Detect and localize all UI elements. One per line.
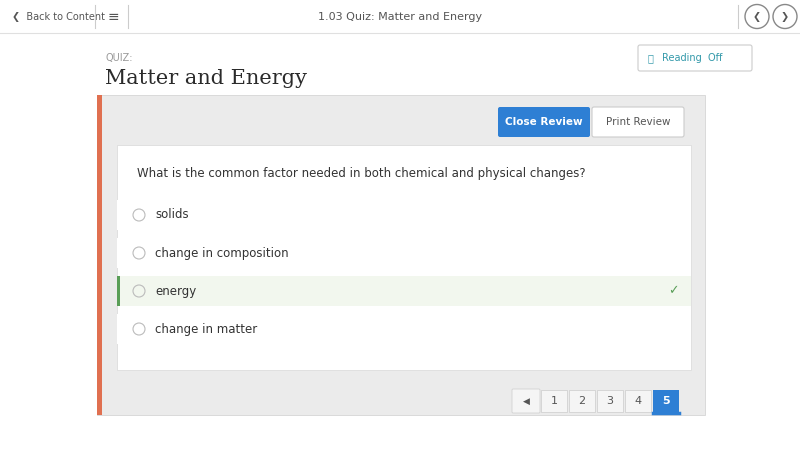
Text: 🎧: 🎧 — [648, 53, 654, 63]
FancyBboxPatch shape — [117, 200, 691, 230]
FancyBboxPatch shape — [0, 33, 800, 450]
FancyBboxPatch shape — [625, 390, 651, 412]
Text: solids: solids — [155, 208, 189, 221]
FancyBboxPatch shape — [592, 107, 684, 137]
Text: ❯: ❯ — [781, 12, 789, 22]
Text: Print Review: Print Review — [606, 117, 670, 127]
Text: change in matter: change in matter — [155, 323, 258, 336]
FancyBboxPatch shape — [117, 238, 691, 268]
Text: energy: energy — [155, 284, 196, 297]
Text: ≡: ≡ — [108, 9, 120, 23]
Text: 1: 1 — [550, 396, 558, 406]
Text: 1.03 Quiz: Matter and Energy: 1.03 Quiz: Matter and Energy — [318, 12, 482, 22]
FancyBboxPatch shape — [541, 390, 567, 412]
FancyBboxPatch shape — [638, 45, 752, 71]
FancyBboxPatch shape — [97, 95, 102, 415]
FancyBboxPatch shape — [569, 390, 595, 412]
FancyBboxPatch shape — [512, 389, 540, 413]
Text: 2: 2 — [578, 396, 586, 406]
FancyBboxPatch shape — [117, 314, 691, 344]
Text: ❮  Back to Content: ❮ Back to Content — [12, 12, 105, 22]
Text: change in composition: change in composition — [155, 247, 289, 260]
Text: ◀: ◀ — [522, 396, 530, 405]
Text: ❮: ❮ — [753, 12, 761, 22]
FancyBboxPatch shape — [117, 276, 691, 306]
FancyBboxPatch shape — [97, 95, 705, 415]
FancyBboxPatch shape — [653, 390, 679, 412]
FancyBboxPatch shape — [597, 390, 623, 412]
Text: Matter and Energy: Matter and Energy — [105, 68, 307, 87]
Text: What is the common factor needed in both chemical and physical changes?: What is the common factor needed in both… — [137, 166, 586, 180]
FancyBboxPatch shape — [117, 276, 120, 306]
FancyBboxPatch shape — [117, 145, 691, 370]
FancyBboxPatch shape — [0, 0, 800, 33]
Text: 3: 3 — [606, 396, 614, 406]
Text: ✓: ✓ — [668, 284, 678, 297]
Text: 4: 4 — [634, 396, 642, 406]
FancyBboxPatch shape — [498, 107, 590, 137]
Text: Close Review: Close Review — [505, 117, 583, 127]
Text: 5: 5 — [662, 396, 670, 406]
Text: QUIZ:: QUIZ: — [105, 53, 133, 63]
Text: Reading  Off: Reading Off — [662, 53, 722, 63]
